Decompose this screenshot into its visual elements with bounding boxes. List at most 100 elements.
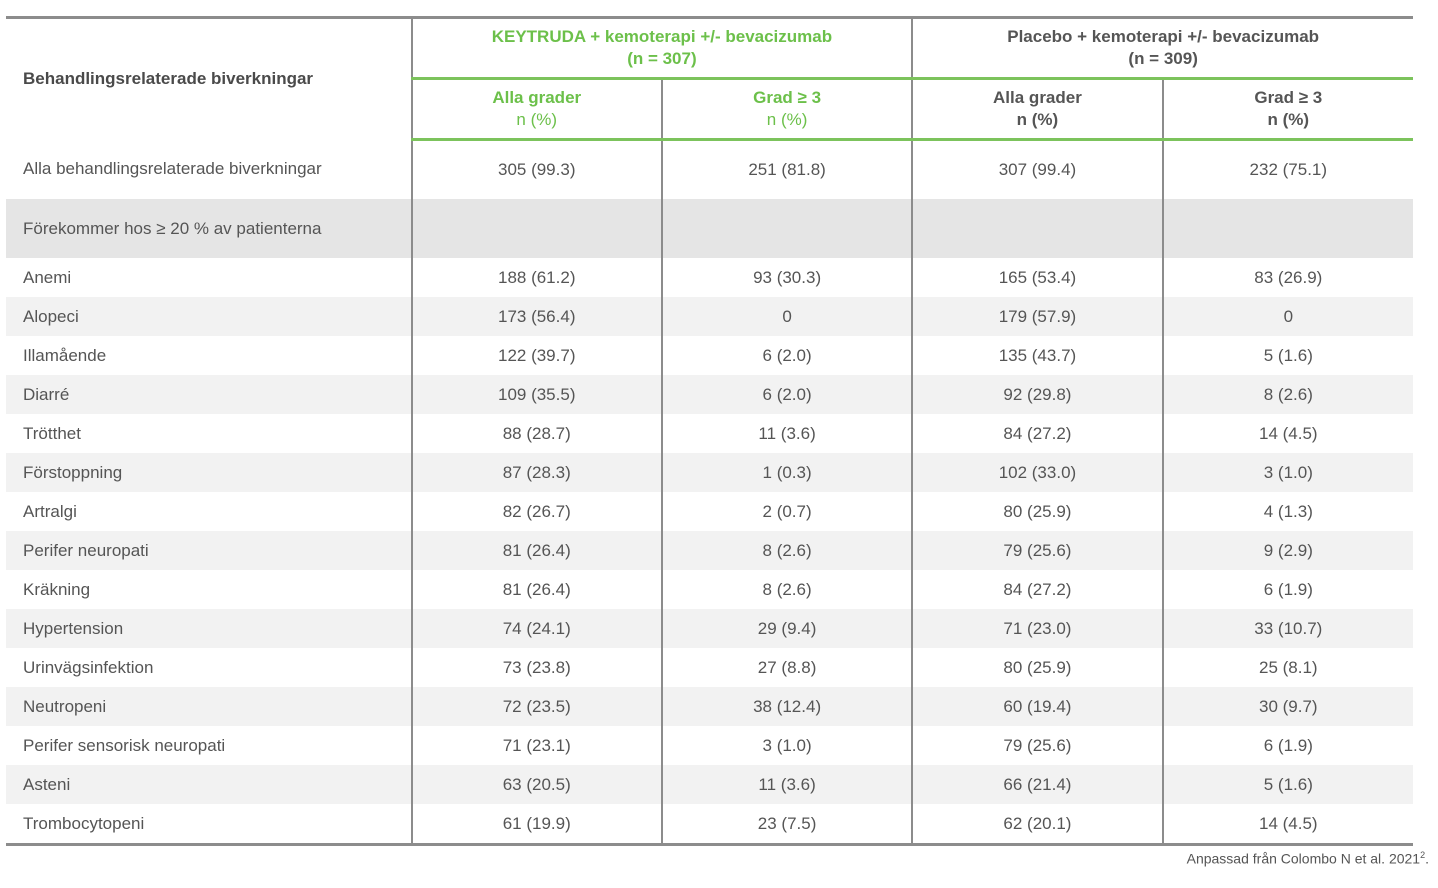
row-value: 0 xyxy=(1161,297,1413,336)
adverse-events-table-container: Behandlingsrelaterade biverkningar KEYTR… xyxy=(6,16,1413,846)
table-row: Anemi 188 (61.2) 93 (30.3) 165 (53.4) 83 (26… xyxy=(6,258,1413,297)
row-label: Illamående xyxy=(23,345,107,365)
row-value: 81 (26.4) xyxy=(410,570,662,609)
row-value: 122 (39.7) xyxy=(410,336,662,375)
row-value: 84 (27.2) xyxy=(911,414,1163,453)
row-label: Trötthet xyxy=(23,423,81,443)
table-row: Illamående 122 (39.7) 6 (2.0) 135 (43.7) 5 (… xyxy=(6,336,1413,375)
row-value: 5 (1.6) xyxy=(1161,765,1413,804)
row-label: Urinvägsinfektion xyxy=(23,657,154,677)
keytruda-grade3-header: Grad ≥ 3 n (%) xyxy=(660,78,913,141)
table-row: Hypertension 74 (24.1) 29 (9.4) 71 (23.0) 33… xyxy=(6,609,1413,648)
row-value: 33 (10.7) xyxy=(1161,609,1413,648)
row-label: Perifer neuropati xyxy=(6,531,412,570)
row-value: 81 (26.4) xyxy=(410,531,662,570)
subheader-unit: n (%) xyxy=(516,110,558,129)
row-value: 73 (23.8) xyxy=(410,648,662,687)
row-label: Anemi xyxy=(23,267,72,287)
row-label: Asteni xyxy=(6,765,412,804)
subheader-title: Alla grader xyxy=(492,88,582,107)
row-value: 79 (25.6) xyxy=(911,531,1163,570)
row-label: Hypertension xyxy=(6,609,412,648)
source-reference-number: 2 xyxy=(1420,850,1426,860)
row-value: 38 (12.4) xyxy=(660,687,913,726)
row-value: 27 (8.8) xyxy=(660,648,913,687)
table-row: Förstoppning 87 (28.3) 1 (0.3) 102 (33.0) 3 … xyxy=(6,453,1413,492)
row-value xyxy=(410,199,662,258)
row-value: 4 (1.3) xyxy=(1161,492,1413,531)
row-label: Artralgi xyxy=(23,501,77,521)
table-row: Asteni 63 (20.5) 11 (3.6) 66 (21.4) 5 (1.6) xyxy=(6,765,1413,804)
row-value: 11 (3.6) xyxy=(660,414,913,453)
row-label: Neutropeni xyxy=(6,687,412,726)
placebo-group-n: (n = 309) xyxy=(1128,49,1198,68)
header-row-grades: Alla grader n (%) Grad ≥ 3 n (%) Alla gr… xyxy=(6,78,1413,141)
table-row: Trötthet 88 (28.7) 11 (3.6) 84 (27.2) 14 (4.… xyxy=(6,414,1413,453)
table-row: Alopeci 173 (56.4) 0 179 (57.9) 0 xyxy=(6,297,1413,336)
row-value: 63 (20.5) xyxy=(410,765,662,804)
table-body: Alla behandlingsrelaterade biverkningar 3… xyxy=(6,139,1413,846)
keytruda-group-title: KEYTRUDA + kemoterapi +/- bevacizumab xyxy=(491,27,833,46)
row-value: 165 (53.4) xyxy=(911,258,1163,297)
row-value: 29 (9.4) xyxy=(660,609,913,648)
keytruda-group-n: (n = 307) xyxy=(627,49,697,68)
row-value: 0 xyxy=(660,297,913,336)
row-value: 92 (29.8) xyxy=(911,375,1163,414)
row-value: 3 (1.0) xyxy=(1161,453,1413,492)
row-value: 72 (23.5) xyxy=(410,687,662,726)
subheader-title: Alla grader xyxy=(993,88,1082,107)
row-value: 1 (0.3) xyxy=(660,453,913,492)
row-value: 8 (2.6) xyxy=(660,570,913,609)
placebo-group-title: Placebo + kemoterapi +/- bevacizumab xyxy=(1007,27,1320,46)
table-row: Urinvägsinfektion 73 (23.8) 27 (8.8) 80 (25… xyxy=(6,648,1413,687)
row-value: 8 (2.6) xyxy=(1161,375,1413,414)
row-value: 6 (1.9) xyxy=(1161,570,1413,609)
row-value xyxy=(1161,199,1413,258)
row-value: 74 (24.1) xyxy=(410,609,662,648)
row-value: 6 (2.0) xyxy=(660,336,913,375)
row-value: 102 (33.0) xyxy=(911,453,1163,492)
row-value: 3 (1.0) xyxy=(660,726,913,765)
row-label: Förstoppning xyxy=(6,453,412,492)
row-value: 80 (25.9) xyxy=(911,648,1163,687)
row-value: 60 (19.4) xyxy=(911,687,1163,726)
row-value: 14 (4.5) xyxy=(1161,414,1413,453)
placebo-all-grades-header: Alla grader n (%) xyxy=(911,78,1163,141)
row-value: 66 (21.4) xyxy=(911,765,1163,804)
source-period: . xyxy=(1425,850,1429,867)
row-value: 6 (2.0) xyxy=(660,375,913,414)
keytruda-group-header: KEYTRUDA + kemoterapi +/- bevacizumab (n… xyxy=(410,16,913,80)
row-value: 61 (19.9) xyxy=(410,804,662,846)
row-value: 83 (26.9) xyxy=(1161,258,1413,297)
row-label: Kräkning xyxy=(23,579,91,599)
row-label: Diarré xyxy=(6,375,412,414)
row-value: 82 (26.7) xyxy=(410,492,662,531)
row-value: 71 (23.0) xyxy=(911,609,1163,648)
row-value: 135 (43.7) xyxy=(911,336,1163,375)
row-label: Perifer sensorisk neuropati xyxy=(23,735,226,755)
row-value: 62 (20.1) xyxy=(911,804,1163,846)
table-row: Trombocytopeni 61 (19.9) 23 (7.5) 62 (20.1)… xyxy=(6,804,1413,846)
row-value: 109 (35.5) xyxy=(410,375,662,414)
row-value: 88 (28.7) xyxy=(410,414,662,453)
keytruda-all-grades-header: Alla grader n (%) xyxy=(410,78,662,141)
row-value: 6 (1.9) xyxy=(1161,726,1413,765)
row-value: 8 (2.6) xyxy=(660,531,913,570)
subheader-unit: n (%) xyxy=(1016,110,1059,129)
row-label: Alla behandlingsrelaterade biverkningar xyxy=(23,159,322,179)
row-value: 188 (61.2) xyxy=(410,258,662,297)
placebo-grade3-header: Grad ≥ 3 n (%) xyxy=(1161,78,1413,141)
row-value: 79 (25.6) xyxy=(911,726,1163,765)
table-row: Perifer neuropati 81 (26.4) 8 (2.6) 79 (25.… xyxy=(6,531,1413,570)
row-value: 14 (4.5) xyxy=(1161,804,1413,846)
table-row: Diarré 109 (35.5) 6 (2.0) 92 (29.8) 8 (2.6) xyxy=(6,375,1413,414)
row-value: 93 (30.3) xyxy=(660,258,913,297)
row-value: 30 (9.7) xyxy=(1161,687,1413,726)
row-value: 2 (0.7) xyxy=(660,492,913,531)
row-value: 71 (23.1) xyxy=(410,726,662,765)
row-value: 87 (28.3) xyxy=(410,453,662,492)
source-text: Anpassad från Colombo N et al. 2021 xyxy=(1186,850,1421,867)
section-row: Förekommer hos ≥ 20 % av patienterna xyxy=(6,199,1413,258)
row-value: 251 (81.8) xyxy=(660,139,913,199)
row-label: Trombocytopeni xyxy=(6,804,412,846)
